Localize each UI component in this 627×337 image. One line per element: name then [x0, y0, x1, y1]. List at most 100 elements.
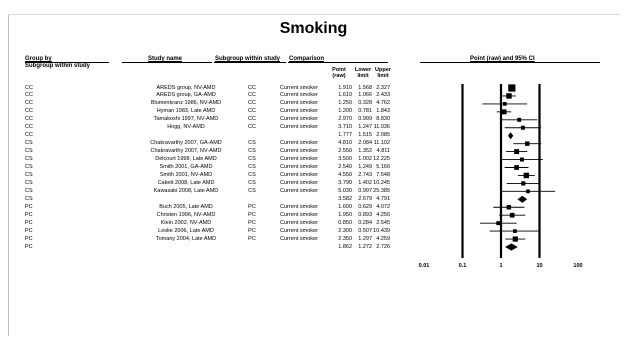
row-comparison-cell: Current smoker	[280, 108, 318, 115]
row-lower-cell: 0.507	[358, 227, 372, 234]
header-lower-sub: limit	[357, 73, 369, 79]
point-marker	[496, 221, 501, 226]
point-marker	[517, 117, 522, 122]
row-group-cell: PC	[25, 243, 33, 250]
row-point-cell: 3.500	[338, 156, 352, 163]
row-upper-cell: 4.762	[376, 100, 390, 107]
point-marker	[523, 172, 530, 179]
row-subgroup-cell: CC	[248, 92, 256, 99]
point-marker	[513, 229, 517, 233]
header-group-by: Group by	[25, 56, 52, 62]
row-group-cell: CS	[25, 140, 33, 147]
row-comparison-cell: Current smoker	[280, 164, 318, 170]
row-lower-cell: 1.352	[358, 148, 372, 155]
header-point-sub: (raw)	[332, 73, 346, 79]
row-comparison-cell: Current smoker	[280, 140, 318, 147]
row-upper-cell: 10.245	[373, 179, 390, 186]
row-subgroup-cell: CS	[248, 164, 256, 170]
row-comparison-cell: Current smoker	[280, 171, 318, 178]
row-group-cell: CS	[25, 195, 33, 202]
row-comparison-cell: Current smoker	[280, 211, 318, 218]
header-plot: Point (raw) and 95% CI	[470, 56, 535, 62]
header-upper-sub: limit	[377, 73, 389, 79]
row-group-cell: CC	[25, 100, 33, 107]
row-upper-cell: 2.327	[376, 84, 390, 91]
row-subgroup-cell: CS	[248, 171, 256, 178]
row-group-cell: CS	[25, 148, 33, 155]
summary-diamond	[505, 243, 518, 251]
row-comparison-cell: Current smoker	[280, 219, 318, 226]
row-subgroup-cell: PC	[248, 227, 256, 234]
point-marker	[514, 165, 519, 170]
row-upper-cell: 1.843	[376, 108, 390, 115]
point-marker	[519, 157, 524, 162]
row-study-cell: Buch 2005, Late AMD	[159, 203, 213, 210]
row-study-cell: Delcourt 1998, Late AMD	[155, 156, 217, 163]
row-upper-cell: 11.036	[373, 124, 390, 131]
row-group-cell: CC	[25, 132, 33, 139]
frame-left-border	[8, 14, 9, 336]
summary-diamond	[517, 195, 528, 203]
row-lower-cell: 2.084	[358, 140, 372, 147]
row-upper-cell: 2.085	[376, 132, 390, 139]
header-point: Point (raw)	[326, 67, 352, 79]
row-point-cell: 2.350	[338, 235, 352, 242]
x-tick-label: 0.1	[458, 263, 467, 269]
point-marker	[502, 102, 507, 106]
row-point-cell: 1.200	[338, 108, 352, 115]
row-subgroup-cell: CS	[248, 148, 256, 155]
row-group-cell: CC	[25, 116, 33, 123]
row-subgroup-cell: CC	[248, 124, 256, 131]
row-comparison-cell: Current smoker	[280, 179, 318, 186]
row-study-cell: AREDS group, NV-AMD	[156, 84, 216, 91]
point-marker	[506, 93, 512, 99]
row-lower-cell: 0.781	[358, 108, 372, 115]
row-study-cell: Kawasaki 2008, Late AMD	[153, 187, 219, 194]
point-marker	[501, 109, 507, 115]
row-comparison-cell: Current smoker	[280, 124, 318, 131]
x-tick-label: 100	[573, 263, 583, 269]
header-rule-study	[122, 62, 212, 63]
row-group-cell: CS	[25, 187, 33, 194]
row-point-cell: 2.550	[338, 148, 352, 155]
row-upper-cell: 4.811	[376, 148, 390, 155]
row-group-cell: PC	[25, 203, 33, 210]
row-group-cell: CC	[25, 84, 33, 91]
row-upper-cell: 10.439	[373, 227, 390, 234]
point-marker	[514, 149, 520, 155]
summary-diamond	[507, 132, 514, 140]
row-comparison-cell: Current smoker	[280, 203, 318, 210]
row-subgroup-cell: CC	[248, 116, 256, 123]
row-lower-cell: 1.515	[358, 132, 372, 139]
row-study-cell: Blumenkranz 1986, NV-AMD	[150, 100, 222, 107]
row-subgroup-cell: CS	[248, 156, 256, 163]
row-subgroup-cell: PC	[248, 211, 256, 218]
header-rule-comparison	[288, 62, 388, 63]
header-rule-group	[25, 62, 109, 63]
row-point-cell: 1.777	[338, 132, 352, 139]
row-group-cell: PC	[25, 235, 33, 242]
row-lower-cell: 2.743	[358, 171, 372, 178]
row-point-cell: 0.850	[338, 219, 352, 226]
row-upper-cell: 12.225	[373, 156, 390, 163]
row-study-cell: Hyman 1983, Late AMD	[156, 108, 216, 115]
header-subgroup-within-study: Subgroup within study	[25, 63, 90, 69]
row-point-cell: 2.540	[338, 164, 352, 170]
header-study-name: Study name	[148, 56, 183, 62]
row-upper-cell: 11.102	[373, 140, 390, 147]
point-marker	[512, 236, 518, 242]
row-upper-cell: 2.545	[376, 219, 390, 226]
row-group-cell: PC	[25, 211, 33, 218]
point-marker	[509, 212, 515, 218]
row-subgroup-cell: CS	[248, 140, 256, 147]
header-upper-label: Upper	[375, 67, 391, 73]
x-tick-label: 1	[499, 263, 503, 269]
row-study-cell: Hogg, NV-AMD	[167, 124, 205, 131]
row-upper-cell: 4.259	[376, 235, 390, 242]
row-point-cell: 1.610	[338, 92, 352, 99]
row-upper-cell: 4.256	[376, 211, 390, 218]
header-point-label: Point	[332, 67, 346, 73]
row-subgroup-cell: CC	[248, 100, 256, 107]
x-tick-label: 0.01	[418, 263, 430, 269]
